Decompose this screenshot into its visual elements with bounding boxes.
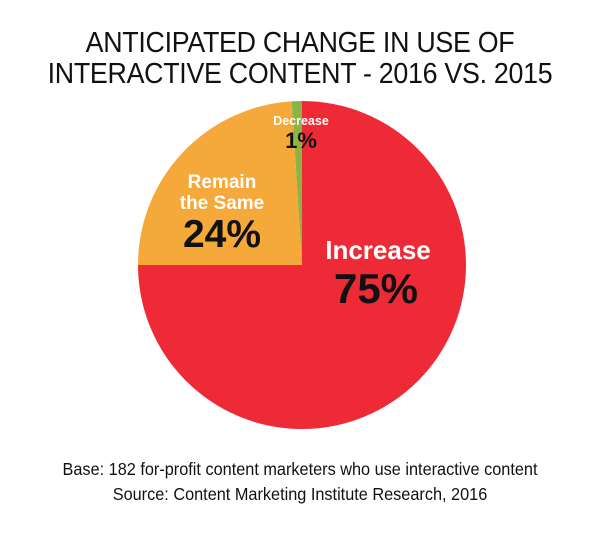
- increase-value-label: 75%: [334, 265, 418, 312]
- remain-value-label: 24%: [183, 213, 261, 256]
- title-line-1: ANTICIPATED CHANGE IN USE OF: [85, 27, 515, 59]
- remain-label-line-1: Remain: [188, 172, 257, 193]
- increase-label: Increase: [325, 235, 431, 265]
- decrease-label: Decrease: [273, 114, 329, 128]
- chart-title: ANTICIPATED CHANGE IN USE OF INTERACTIVE…: [18, 28, 582, 90]
- source-note: Source: Content Marketing Institute Rese…: [112, 484, 488, 504]
- pie-slices: [137, 100, 466, 429]
- chart-footer: Base: 182 for-profit content marketers w…: [21, 457, 579, 507]
- remain-label-line-2: the Same: [180, 193, 264, 214]
- decrease-value-label: 1%: [285, 128, 317, 153]
- pie-slice-decrease: [291, 100, 302, 265]
- pie-slice-remain-the-same: [137, 101, 302, 265]
- base-note: Base: 182 for-profit content marketers w…: [62, 459, 538, 479]
- title-line-2: INTERACTIVE CONTENT - 2016 VS. 2015: [47, 58, 553, 90]
